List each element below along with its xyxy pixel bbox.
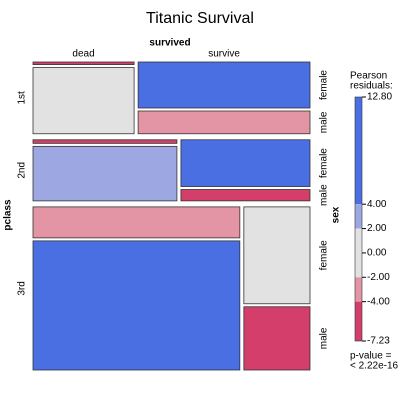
legend-band xyxy=(355,301,362,341)
sex-label: female xyxy=(319,240,330,270)
sex-label: female xyxy=(319,70,330,100)
legend-band xyxy=(355,277,362,302)
legend-band xyxy=(355,228,362,253)
col-label: survive xyxy=(208,49,240,60)
row-axis-label: pclass xyxy=(3,199,14,231)
col-label: dead xyxy=(72,49,94,60)
sub-axis-label: sex xyxy=(331,206,342,223)
legend-band xyxy=(355,204,362,229)
sex-label: female xyxy=(319,148,330,178)
sex-label: male xyxy=(319,327,330,349)
legend-tick-label: 12.80 xyxy=(367,92,392,103)
legend-tick-label: -4.00 xyxy=(367,296,390,307)
legend-tick-label: 2.00 xyxy=(367,223,387,234)
mosaic-cell xyxy=(32,61,135,65)
mosaic-cell xyxy=(32,145,178,202)
legend-title: residuals: xyxy=(350,81,393,92)
mosaic-cell xyxy=(137,61,311,109)
legend-tick-label: -2.00 xyxy=(367,272,390,283)
col-axis-label: survived xyxy=(149,38,190,49)
row-label: 2nd xyxy=(17,162,28,179)
sex-label: male xyxy=(319,111,330,133)
mosaic-cell xyxy=(137,110,311,135)
legend-band xyxy=(355,97,362,205)
mosaic-cell xyxy=(32,240,241,371)
mosaic-cell xyxy=(180,139,311,187)
legend-frame xyxy=(354,96,363,342)
mosaic-cell xyxy=(32,139,178,144)
mosaic-cell xyxy=(243,306,311,371)
mosaic-cell xyxy=(180,189,311,202)
row-label: 1st xyxy=(17,91,28,105)
sex-label: male xyxy=(319,184,330,206)
legend-band xyxy=(355,252,362,278)
row-label: 3rd xyxy=(17,281,28,295)
mosaic-cell xyxy=(32,67,135,135)
legend-tick-label: 0.00 xyxy=(367,248,387,259)
p-value: p-value = xyxy=(350,351,392,362)
legend-tick-label: -7.23 xyxy=(367,336,390,347)
mosaic-cell xyxy=(32,206,241,239)
mosaic-cell xyxy=(243,206,311,305)
legend-title: Pearson xyxy=(350,71,387,82)
legend-tick-label: 4.00 xyxy=(367,199,387,210)
p-value: < 2.22e-16 xyxy=(350,361,399,372)
chart-title: Titanic Survival xyxy=(146,10,254,27)
